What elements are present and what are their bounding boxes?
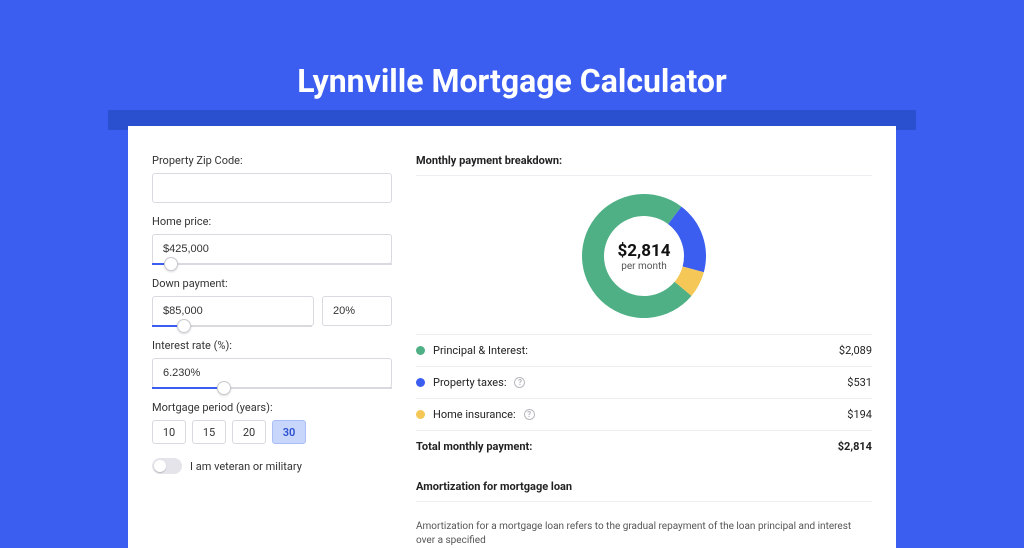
zip-field: Property Zip Code:: [152, 154, 392, 203]
donut-amount: $2,814: [618, 241, 671, 261]
info-icon[interactable]: ?: [514, 377, 525, 388]
total-value: $2,814: [838, 440, 872, 453]
period-field: Mortgage period (years): 10152030: [152, 401, 392, 444]
down-amount-input[interactable]: [152, 296, 314, 326]
down-label: Down payment:: [152, 277, 392, 290]
price-input[interactable]: [152, 234, 392, 264]
breakdown-row-pi: Principal & Interest: $2,089: [416, 335, 872, 367]
calculator-card: Property Zip Code: Home price: Down paym…: [128, 126, 896, 548]
dot-icon: [416, 378, 425, 387]
dot-icon: [416, 410, 425, 419]
breakdown-label: Property taxes:: [433, 376, 506, 389]
breakdown-total-row: Total monthly payment: $2,814: [416, 431, 872, 462]
breakdown-label: Principal & Interest:: [433, 344, 528, 357]
veteran-toggle[interactable]: [152, 458, 182, 474]
breakdown-row-ins: Home insurance:? $194: [416, 399, 872, 431]
rate-field: Interest rate (%):: [152, 339, 392, 389]
info-icon[interactable]: ?: [524, 409, 535, 420]
breakdown-row-tax: Property taxes:? $531: [416, 367, 872, 399]
breakdown-list: Principal & Interest: $2,089 Property taxe…: [416, 334, 872, 462]
rate-slider-thumb[interactable]: [217, 381, 231, 395]
rate-input[interactable]: [152, 358, 392, 388]
period-option-30[interactable]: 30: [272, 420, 306, 444]
donut-center: $2,814 per month: [580, 192, 708, 320]
breakdown-heading: Monthly payment breakdown:: [416, 154, 872, 176]
price-slider[interactable]: [152, 263, 392, 265]
period-option-20[interactable]: 20: [232, 420, 266, 444]
donut-wrap: $2,814 per month: [416, 186, 872, 334]
donut-chart: $2,814 per month: [580, 192, 708, 320]
rate-label: Interest rate (%):: [152, 339, 392, 352]
down-percent-input[interactable]: [322, 296, 392, 326]
veteran-row: I am veteran or military: [152, 458, 392, 474]
zip-input[interactable]: [152, 173, 392, 203]
breakdown-label: Home insurance:: [433, 408, 516, 421]
down-slider[interactable]: [152, 325, 312, 327]
breakdown-value: $2,089: [839, 344, 872, 357]
donut-sub: per month: [621, 261, 667, 272]
form-column: Property Zip Code: Home price: Down paym…: [152, 154, 392, 548]
breakdown-value: $531: [847, 376, 872, 389]
amortization-section: Amortization for mortgage loan Amortizat…: [416, 480, 872, 548]
amortization-body: Amortization for a mortgage loan refers …: [416, 512, 872, 548]
total-label: Total monthly payment:: [416, 440, 532, 453]
period-option-10[interactable]: 10: [152, 420, 186, 444]
dot-icon: [416, 346, 425, 355]
veteran-label: I am veteran or military: [190, 460, 302, 473]
page-title: Lynnville Mortgage Calculator: [0, 0, 1024, 100]
breakdown-value: $194: [847, 408, 872, 421]
price-field: Home price:: [152, 215, 392, 265]
period-option-15[interactable]: 15: [192, 420, 226, 444]
price-label: Home price:: [152, 215, 392, 228]
breakdown-column: Monthly payment breakdown: $2,814 per mo…: [416, 154, 872, 548]
rate-slider[interactable]: [152, 387, 392, 389]
price-slider-thumb[interactable]: [164, 257, 178, 271]
down-slider-thumb[interactable]: [177, 319, 191, 333]
amortization-heading: Amortization for mortgage loan: [416, 480, 872, 502]
down-field: Down payment:: [152, 277, 392, 327]
period-label: Mortgage period (years):: [152, 401, 392, 414]
zip-label: Property Zip Code:: [152, 154, 392, 167]
